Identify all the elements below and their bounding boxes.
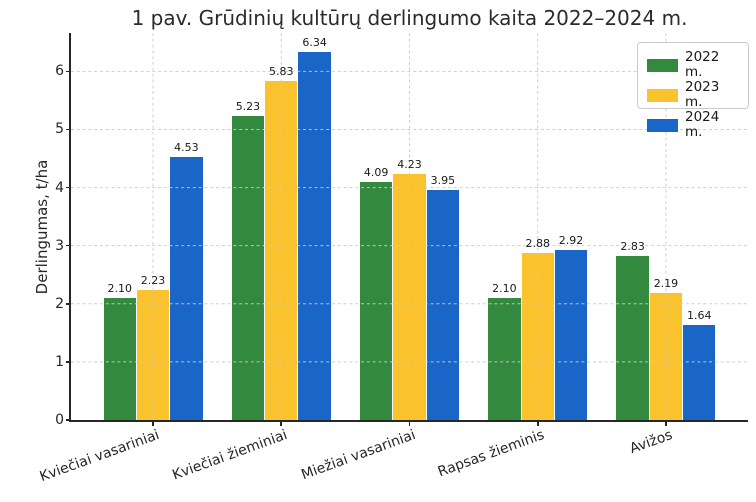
x-axis-spine <box>69 420 749 422</box>
y-tick-label: 3 <box>55 237 64 254</box>
bar-value-label: 2.92 <box>558 234 584 248</box>
x-tick-label: Kviečiai vasariniai <box>37 427 162 486</box>
x-tick-mark <box>536 422 539 426</box>
legend-label: 2024 m. <box>685 109 720 140</box>
bar-value-label: 2.10 <box>492 281 517 295</box>
bar-value-label: 2.19 <box>653 276 679 290</box>
y-tick-label: 2 <box>55 295 64 312</box>
bar-value-label: 6.34 <box>302 35 327 49</box>
y-tick-mark <box>65 186 70 189</box>
y-tick-mark <box>65 70 70 73</box>
bar <box>488 297 521 420</box>
bar-value-label: 5.23 <box>235 100 261 114</box>
bar-value-label: 4.53 <box>174 140 199 154</box>
bar <box>426 190 459 420</box>
y-tick-mark <box>65 244 70 247</box>
bar-value-label: 5.83 <box>269 65 294 79</box>
y-tick-label: 4 <box>55 179 64 196</box>
bar-value-label: 2.88 <box>525 236 550 250</box>
bar-value-label: 2.83 <box>620 239 645 253</box>
legend: 2022 m. 2023 m. 2024 m. <box>637 42 749 140</box>
x-tick-mark <box>408 422 411 426</box>
bar <box>136 290 170 420</box>
bar-value-label: 2.10 <box>107 281 132 295</box>
bar-value-label: 4.09 <box>363 166 389 180</box>
bar <box>265 81 298 420</box>
y-tick-label: 0 <box>55 412 64 428</box>
bar <box>554 250 588 420</box>
legend-item: 2023 m. <box>647 80 739 110</box>
y-tick-label: 6 <box>55 63 64 80</box>
legend-swatch <box>647 118 678 132</box>
bar <box>393 174 426 420</box>
bar <box>298 51 331 420</box>
plot-area: 2.10 5.23 4.09 2.10 2.83 2.23 5.83 4.23 2.88 2.19… <box>71 33 748 420</box>
bar-value-label: 2.23 <box>140 274 166 288</box>
legend-label: 2022 m. <box>685 49 720 80</box>
y-tick-mark <box>65 419 70 421</box>
x-tick-mark <box>152 422 154 426</box>
bar-value-label: 4.23 <box>397 158 422 172</box>
bar <box>170 156 203 420</box>
y-axis-spine <box>69 33 72 422</box>
chart-title: 1 pav. Grūdinių kultūrų derlingumo kaita… <box>131 6 688 30</box>
bar <box>683 324 716 420</box>
bar <box>616 255 649 420</box>
bar-value-label: 3.95 <box>430 174 456 188</box>
legend-swatch <box>647 88 678 102</box>
x-tick-label: Kviečiai žieminiai <box>170 427 290 484</box>
x-tick-label: Rapsas žieminis <box>435 427 547 481</box>
x-tick-label: Miežiai vasariniai <box>299 427 418 484</box>
bar <box>649 292 683 420</box>
bar <box>103 297 136 420</box>
y-tick-mark <box>65 302 70 305</box>
y-tick-label: 1 <box>55 353 64 370</box>
bar <box>521 252 554 420</box>
bar <box>359 182 393 420</box>
y-tick-mark <box>65 128 70 131</box>
y-tick-mark <box>65 361 70 363</box>
legend-swatch <box>647 58 678 72</box>
x-tick-mark <box>280 422 283 426</box>
bar-value-label: 1.64 <box>687 308 712 322</box>
x-tick-label: Avižos <box>627 427 675 458</box>
y-tick-label: 5 <box>55 121 64 138</box>
legend-item: 2022 m. <box>647 50 739 80</box>
x-tick-mark <box>665 422 667 426</box>
bar <box>231 116 265 420</box>
y-axis-label: Derlingumas, t/ha <box>33 159 51 295</box>
legend-item: 2024 m. <box>647 110 739 140</box>
legend-label: 2023 m. <box>685 79 720 110</box>
